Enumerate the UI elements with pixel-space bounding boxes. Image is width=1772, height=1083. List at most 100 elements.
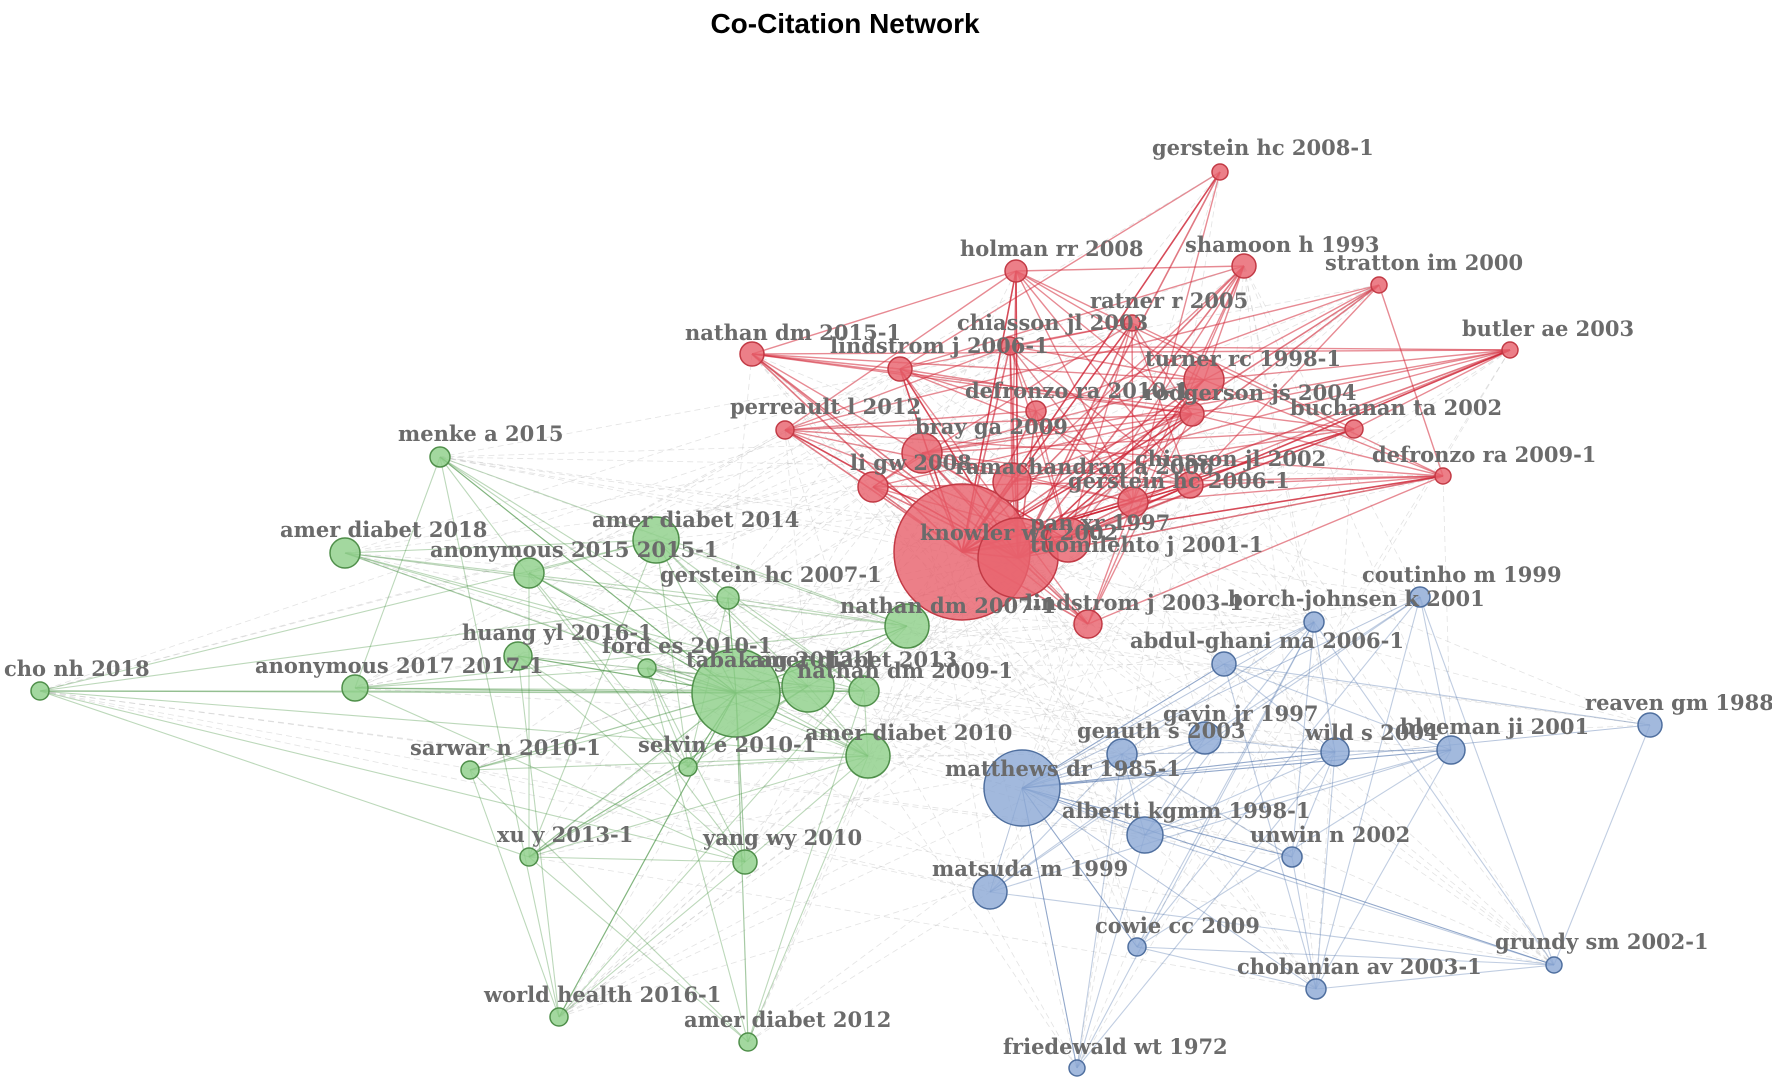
edge: [1132, 171, 1221, 503]
node-label-gerstein2007: gerstein hc 2007-1: [660, 562, 882, 587]
node-gerstein2006[interactable]: [1117, 486, 1149, 518]
node-selvin[interactable]: [678, 757, 698, 777]
node-amer2014[interactable]: [632, 516, 680, 564]
node-label-amer2012: amer diabet 2012: [684, 1007, 891, 1032]
edge: [747, 690, 865, 1043]
edge: [439, 456, 560, 1018]
node-gerstein2008[interactable]: [1211, 163, 1229, 181]
node-tabak[interactable]: [691, 648, 781, 738]
node-chiasson2002[interactable]: [1176, 471, 1204, 499]
node-abdul[interactable]: [1211, 651, 1237, 677]
edge: [39, 690, 746, 863]
node-genuth[interactable]: [1106, 738, 1138, 770]
node-perreault[interactable]: [775, 420, 795, 440]
edge: [1017, 171, 1221, 559]
node-grundy[interactable]: [1545, 956, 1563, 974]
edge: [1315, 751, 1336, 990]
node-xuy[interactable]: [519, 847, 539, 867]
edge: [1203, 349, 1511, 381]
node-amer2013[interactable]: [781, 659, 835, 713]
node-friedewald[interactable]: [1068, 1059, 1086, 1077]
node-rodgerson[interactable]: [1179, 401, 1205, 427]
node-bleeman[interactable]: [1436, 735, 1466, 765]
node-menke[interactable]: [429, 446, 451, 468]
edge: [1144, 749, 1452, 836]
node-cho[interactable]: [30, 681, 50, 701]
node-amer2010[interactable]: [845, 733, 891, 779]
node-nathan2009[interactable]: [848, 675, 880, 707]
node-ramachandran[interactable]: [992, 462, 1032, 502]
edge: [469, 755, 869, 771]
node-wild[interactable]: [1320, 737, 1350, 767]
node-yang[interactable]: [732, 849, 758, 875]
node-defronzo2009[interactable]: [1434, 467, 1452, 485]
node-label-butler: butler ae 2003: [1462, 316, 1634, 341]
node-coutinho[interactable]: [1409, 586, 1431, 608]
edge: [1009, 345, 1511, 351]
node-stratton[interactable]: [1370, 276, 1388, 294]
node-label-abdul: abdul-ghani ma 2006-1: [1130, 628, 1404, 653]
node-ratner[interactable]: [1123, 314, 1141, 332]
node-sarwar[interactable]: [460, 760, 480, 780]
node-anon2015[interactable]: [513, 557, 545, 589]
node-lindstrom2006[interactable]: [887, 356, 913, 382]
node-huang[interactable]: [503, 641, 533, 671]
node-ligw[interactable]: [857, 471, 889, 503]
edge: [1021, 787, 1317, 990]
edge: [961, 551, 1555, 966]
node-amer2012[interactable]: [738, 1032, 758, 1052]
node-gavin[interactable]: [1188, 721, 1222, 755]
edge: [528, 572, 869, 757]
node-matthews[interactable]: [983, 749, 1061, 827]
node-nathan2007[interactable]: [884, 603, 930, 649]
node-reaven[interactable]: [1637, 712, 1663, 738]
node-defronzo2010[interactable]: [1025, 400, 1047, 422]
edge: [1315, 596, 1421, 990]
node-gerstein2007[interactable]: [716, 586, 740, 610]
node-nathan2015[interactable]: [739, 341, 765, 367]
node-holman[interactable]: [1004, 259, 1028, 283]
edge: [735, 265, 1245, 694]
node-pan97[interactable]: [1045, 517, 1091, 563]
nodes-layer: [30, 163, 1663, 1077]
node-matsuda[interactable]: [972, 874, 1008, 910]
edge: [528, 572, 689, 768]
node-alberti[interactable]: [1126, 816, 1164, 854]
node-label-matsuda: matsuda m 1999: [932, 856, 1128, 881]
edge: [354, 687, 746, 863]
node-bray[interactable]: [901, 432, 943, 474]
edge: [646, 667, 749, 1043]
node-label-amer2013: amer diabet 2013: [750, 647, 957, 672]
node-amer2018[interactable]: [329, 537, 361, 569]
edge: [867, 749, 1452, 757]
node-label-tabak: tabak ag 2012-1: [686, 647, 877, 672]
node-borch[interactable]: [1303, 611, 1325, 633]
edge: [899, 368, 1191, 486]
edge: [39, 539, 657, 692]
node-lindstrom2003[interactable]: [1073, 609, 1103, 639]
node-label-unwin: unwin n 2002: [1250, 822, 1410, 847]
edge: [906, 625, 1317, 990]
edge: [1009, 345, 1037, 412]
node-unwin[interactable]: [1281, 846, 1303, 868]
node-label-tuomilehto: tuomilehto j 2001-1: [1030, 532, 1263, 557]
node-butler[interactable]: [1501, 341, 1519, 359]
edge: [751, 353, 1317, 990]
edge: [439, 456, 737, 694]
node-label-yang: yang wy 2010: [702, 825, 862, 850]
node-turner[interactable]: [1183, 359, 1225, 401]
edge: [517, 623, 1089, 657]
edge: [1087, 501, 1134, 625]
node-world[interactable]: [549, 1007, 569, 1027]
node-anon2017[interactable]: [341, 674, 369, 702]
node-shamoon[interactable]: [1231, 253, 1257, 279]
node-chiasson2003[interactable]: [1000, 336, 1020, 356]
node-chobanian[interactable]: [1305, 978, 1327, 1000]
node-ford[interactable]: [637, 658, 657, 678]
edge: [1189, 284, 1380, 486]
edge: [1144, 621, 1315, 836]
node-cowie[interactable]: [1127, 937, 1147, 957]
edge: [784, 429, 809, 687]
node-buchanan[interactable]: [1344, 419, 1364, 439]
edge: [439, 456, 737, 694]
